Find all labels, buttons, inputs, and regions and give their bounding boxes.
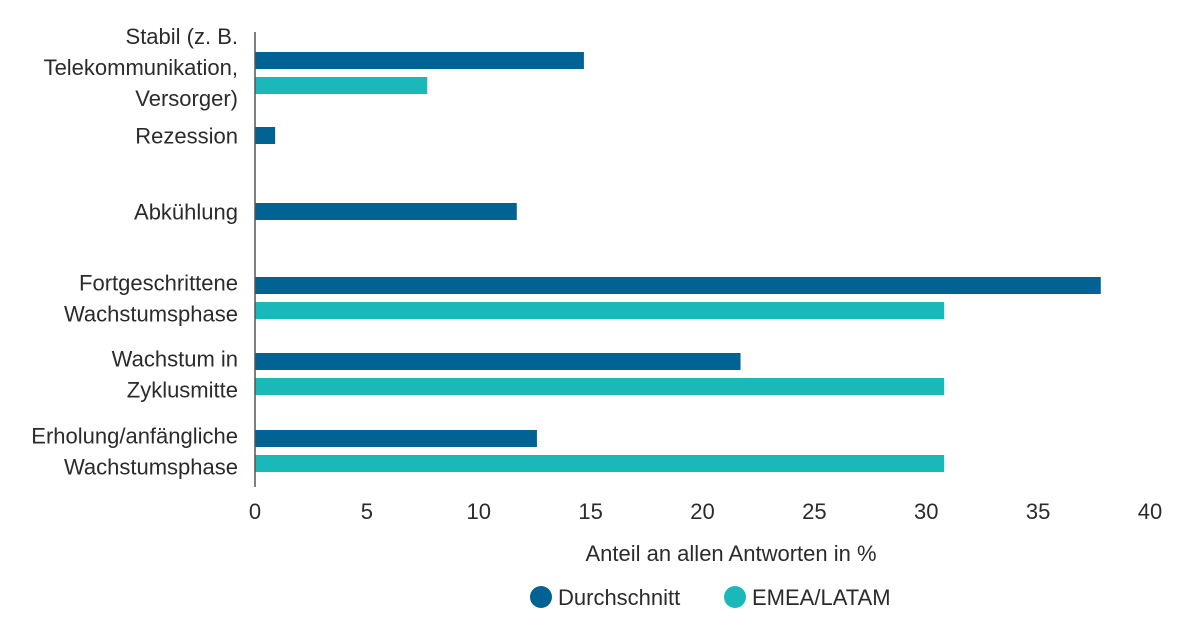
- x-tick-label: 40: [1138, 499, 1162, 524]
- category-label-line: Versorger): [135, 86, 238, 111]
- bar-emea-latam-5: [255, 455, 945, 472]
- legend-marker-1: [724, 586, 746, 608]
- category-label-2: Abkühlung: [134, 200, 238, 225]
- category-label-line: Rezession: [135, 124, 238, 149]
- legend-label-1: EMEA/LATAM: [752, 585, 891, 610]
- x-tick-label: 15: [578, 499, 602, 524]
- x-tick-label: 0: [249, 499, 261, 524]
- category-label-line: Erholung/anfängliche: [31, 424, 238, 449]
- category-label-line: Wachstumsphase: [64, 455, 238, 480]
- category-label-line: Telekommunikation,: [44, 55, 238, 80]
- bar-emea-latam-3: [255, 302, 945, 319]
- bars-group: [255, 52, 1101, 472]
- category-label-line: Stabil (z. B.: [126, 24, 238, 49]
- x-tick-label: 10: [467, 499, 491, 524]
- category-label-4: Wachstum in Zyklusmitte: [112, 347, 238, 403]
- category-labels: Stabil (z. B. Telekommunikation, Versorger…: [31, 24, 238, 480]
- category-label-5: Erholung/anfängliche Wachstumsphase: [31, 424, 238, 480]
- category-label-0: Stabil (z. B. Telekommunikation, Versorger…: [44, 24, 238, 111]
- category-label-1: Rezession: [135, 124, 238, 149]
- legend: Durchschnitt EMEA/LATAM: [530, 585, 891, 610]
- x-tick-label: 5: [361, 499, 373, 524]
- category-label-line: Wachstumsphase: [64, 302, 238, 327]
- x-tick-label: 25: [802, 499, 826, 524]
- category-label-line: Wachstum in: [112, 347, 238, 372]
- category-label-line: Zyklusmitte: [127, 378, 238, 403]
- legend-label-0: Durchschnitt: [558, 585, 680, 610]
- bar-emea-latam-0: [255, 77, 428, 94]
- bar-emea-latam-4: [255, 378, 945, 395]
- bar-durchschnitt-2: [255, 203, 517, 220]
- x-tick-label: 30: [914, 499, 938, 524]
- x-tick-labels: 0 5 10 15 20 25 30 35 40: [249, 499, 1162, 524]
- legend-marker-0: [530, 586, 552, 608]
- x-tick-label: 20: [690, 499, 714, 524]
- bar-durchschnitt-5: [255, 430, 537, 447]
- bar-durchschnitt-1: [255, 127, 276, 144]
- x-axis-title: Anteil an allen Antworten in %: [585, 541, 876, 566]
- x-tick-label: 35: [1026, 499, 1050, 524]
- category-label-line: Abkühlung: [134, 200, 238, 225]
- bar-durchschnitt-3: [255, 277, 1101, 294]
- bar-durchschnitt-0: [255, 52, 584, 69]
- category-label-3: Fortgeschrittene Wachstumsphase: [64, 271, 238, 327]
- bar-durchschnitt-4: [255, 353, 741, 370]
- category-label-line: Fortgeschrittene: [79, 271, 238, 296]
